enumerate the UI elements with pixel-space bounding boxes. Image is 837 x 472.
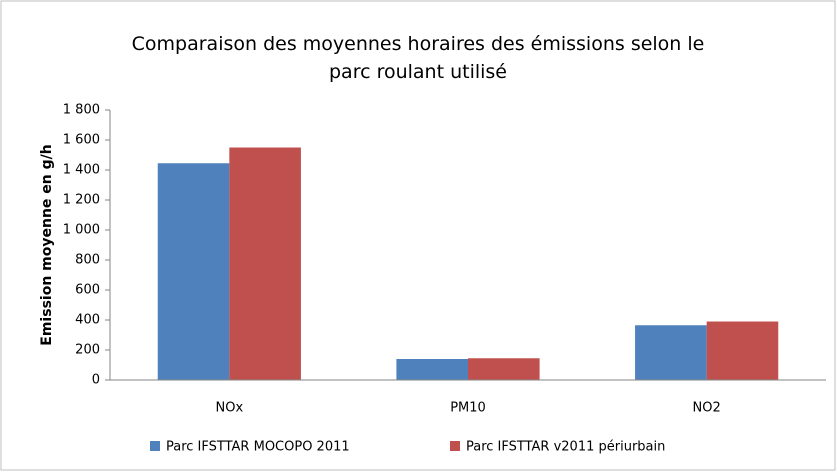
y-tick-label: 200 [75, 343, 100, 358]
y-tick-label: 1 200 [63, 193, 100, 208]
legend-label: Parc IFSTTAR MOCOPO 2011 [166, 440, 350, 455]
x-tick-label: PM10 [450, 401, 486, 416]
y-tick-label: 1 600 [63, 133, 100, 148]
y-tick-label: 1 400 [63, 163, 100, 178]
bar [157, 163, 230, 380]
x-tick-label: NO2 [693, 401, 721, 416]
bar [229, 147, 301, 380]
bar [706, 321, 779, 380]
legend-label: Parc IFSTTAR v2011 périurbain [466, 440, 665, 455]
y-tick-label: 1 000 [63, 223, 100, 238]
legend-swatch [450, 441, 460, 451]
y-tick-label: 600 [75, 283, 100, 298]
y-axis-label: Emission moyenne en g/h [39, 144, 55, 345]
y-tick-label: 800 [75, 253, 100, 268]
legend-swatch [150, 441, 160, 451]
chart-title: Comparaison des moyennes horaires des ém… [131, 33, 705, 83]
y-tick-label: 400 [75, 313, 100, 328]
bar [396, 359, 468, 380]
y-tick-label: 0 [92, 373, 100, 388]
bar [468, 358, 540, 380]
y-tick-label: 1 800 [63, 103, 100, 118]
bar [635, 325, 707, 380]
x-tick-label: NOx [216, 401, 244, 416]
